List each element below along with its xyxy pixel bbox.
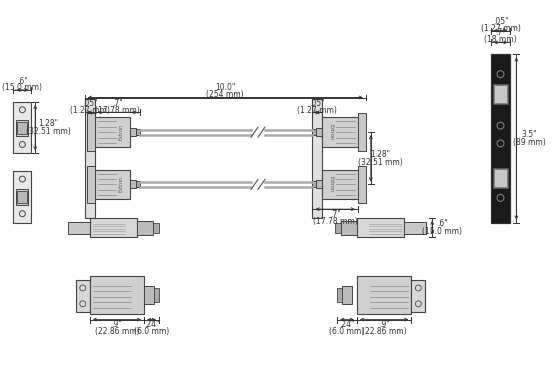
Bar (493, 85, 507, 103)
Bar (136, 181, 140, 187)
Circle shape (497, 140, 504, 147)
Text: (18 mm): (18 mm) (484, 35, 517, 44)
Text: Extron: Extron (119, 124, 124, 140)
Text: .05": .05" (493, 17, 508, 26)
Circle shape (19, 211, 25, 217)
Text: (15.0 mm): (15.0 mm) (2, 84, 43, 93)
Bar (18, 191, 27, 203)
Bar (358, 113, 366, 151)
Text: (22.86 mm): (22.86 mm) (362, 327, 406, 336)
Bar (144, 286, 154, 304)
Bar (13, 102, 31, 153)
Circle shape (416, 285, 421, 291)
Bar (17, 189, 28, 205)
Text: (1.27 mm): (1.27 mm) (481, 24, 521, 33)
Bar (13, 171, 31, 223)
Text: (32.51 mm): (32.51 mm) (358, 158, 403, 167)
Bar (411, 280, 425, 312)
Text: (6.0 mm): (6.0 mm) (134, 327, 169, 336)
Bar (136, 129, 140, 135)
Text: .7": .7" (495, 28, 506, 37)
Text: (17.78 mm): (17.78 mm) (95, 106, 140, 115)
Bar (316, 181, 322, 188)
Text: 3.5": 3.5" (522, 130, 537, 139)
Text: (15.0 mm): (15.0 mm) (422, 227, 462, 236)
Circle shape (19, 176, 25, 182)
Circle shape (497, 70, 504, 78)
Bar (492, 84, 508, 104)
Bar (335, 223, 341, 232)
Circle shape (19, 107, 25, 113)
Text: Extron: Extron (119, 176, 124, 192)
Bar (87, 113, 94, 151)
Text: .05": .05" (310, 99, 325, 108)
Bar (342, 286, 352, 304)
Bar (322, 170, 358, 199)
Bar (312, 181, 316, 187)
Bar (341, 221, 357, 235)
Bar (493, 169, 507, 187)
Bar (17, 120, 28, 135)
Text: 1.28": 1.28" (371, 150, 391, 159)
Bar (130, 128, 136, 136)
Bar (312, 99, 322, 218)
Bar (316, 128, 322, 136)
Text: .7": .7" (330, 210, 341, 219)
Text: (22.86 mm): (22.86 mm) (94, 327, 139, 336)
Text: .24": .24" (144, 320, 160, 329)
Text: (17.78 mm): (17.78 mm) (313, 217, 358, 226)
Bar (18, 122, 27, 134)
Text: .6": .6" (17, 76, 28, 85)
Text: Extron: Extron (329, 176, 334, 192)
Bar (130, 181, 136, 188)
Text: (254 mm): (254 mm) (206, 90, 244, 99)
Bar (89, 276, 144, 314)
Bar (154, 288, 159, 302)
Circle shape (19, 141, 25, 147)
Text: 10.0": 10.0" (215, 83, 236, 92)
Bar (337, 288, 342, 302)
Bar (76, 280, 89, 312)
Circle shape (80, 285, 86, 291)
Bar (94, 170, 130, 199)
Text: (32.51 mm): (32.51 mm) (26, 127, 71, 136)
Bar (405, 222, 426, 233)
Circle shape (416, 301, 421, 307)
Bar (358, 166, 366, 203)
Bar (68, 222, 89, 233)
Text: .9": .9" (379, 320, 390, 329)
Bar (89, 218, 137, 238)
Bar (357, 218, 405, 238)
Circle shape (497, 122, 504, 129)
Bar (357, 276, 411, 314)
Text: .6": .6" (437, 219, 448, 228)
Text: (6.0 mm): (6.0 mm) (330, 327, 365, 336)
Bar (94, 117, 130, 147)
Text: Extron: Extron (329, 124, 334, 140)
Bar (84, 99, 94, 218)
Text: (89 mm): (89 mm) (513, 138, 545, 147)
Bar (153, 223, 159, 232)
Circle shape (497, 194, 504, 201)
Bar (312, 129, 316, 135)
Text: .7": .7" (112, 99, 123, 108)
Bar (137, 221, 153, 235)
Bar (492, 168, 508, 188)
Text: .05": .05" (82, 99, 98, 108)
Bar (491, 54, 511, 223)
Text: .9": .9" (112, 320, 123, 329)
Bar (322, 117, 358, 147)
Text: (1.27 mm): (1.27 mm) (70, 106, 110, 115)
Text: .24": .24" (339, 320, 355, 329)
Bar (87, 166, 94, 203)
Circle shape (80, 301, 86, 307)
Text: (1.27 mm): (1.27 mm) (298, 106, 337, 115)
Text: 1.28": 1.28" (38, 119, 58, 128)
